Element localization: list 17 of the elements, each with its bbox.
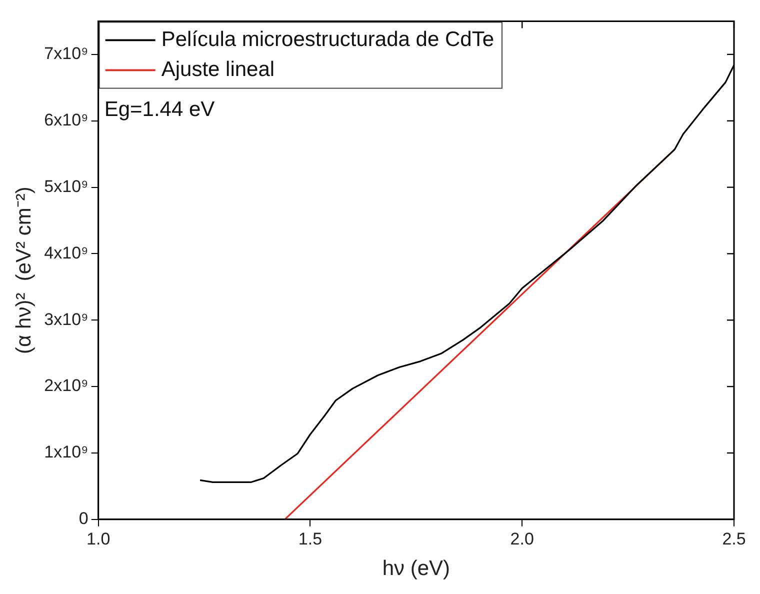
y-tick-label: 4x10⁹ bbox=[44, 243, 88, 262]
y-tick-label: 5x10⁹ bbox=[44, 176, 88, 196]
annotation: Eg=1.44 eV bbox=[104, 98, 215, 121]
y-tick-label: 7x10⁹ bbox=[44, 44, 88, 64]
y-tick-label: 3x10⁹ bbox=[44, 310, 88, 329]
x-axis-title: hν (eV) bbox=[382, 557, 450, 580]
x-tick-label: 2.5 bbox=[722, 529, 746, 548]
x-tick-label: 1.0 bbox=[86, 529, 110, 548]
x-tick-label: 2.0 bbox=[510, 529, 534, 548]
legend-label: Película microestructurada de CdTe bbox=[161, 28, 494, 51]
y-axis-title: (α hν)² (eV² cm⁻²) bbox=[12, 186, 36, 354]
y-tick-label: 0 bbox=[78, 509, 88, 528]
y-tick-label: 6x10⁹ bbox=[44, 110, 88, 130]
y-tick-label: 2x10⁹ bbox=[44, 376, 88, 396]
y-tick-label: 1x10⁹ bbox=[44, 442, 88, 462]
x-tick-label: 1.5 bbox=[298, 529, 322, 548]
legend-label: Ajuste lineal bbox=[161, 58, 275, 81]
